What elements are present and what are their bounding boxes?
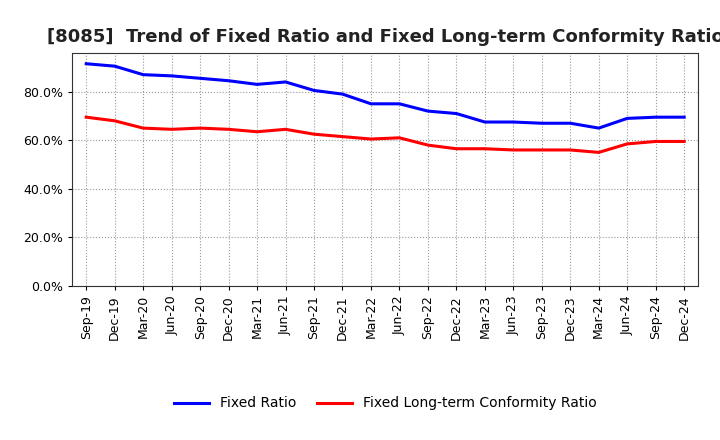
Fixed Long-term Conformity Ratio — [282, 127, 290, 132]
Fixed Ratio — [253, 82, 261, 87]
Fixed Ratio — [395, 101, 404, 106]
Fixed Long-term Conformity Ratio — [167, 127, 176, 132]
Fixed Ratio — [366, 101, 375, 106]
Fixed Ratio — [680, 114, 688, 120]
Fixed Ratio — [566, 121, 575, 126]
Fixed Ratio — [196, 76, 204, 81]
Fixed Long-term Conformity Ratio — [537, 147, 546, 153]
Fixed Ratio — [537, 121, 546, 126]
Fixed Ratio — [509, 119, 518, 125]
Fixed Ratio — [595, 125, 603, 131]
Fixed Ratio — [82, 61, 91, 66]
Fixed Long-term Conformity Ratio — [110, 118, 119, 124]
Fixed Long-term Conformity Ratio — [652, 139, 660, 144]
Fixed Long-term Conformity Ratio — [509, 147, 518, 153]
Title: [8085]  Trend of Fixed Ratio and Fixed Long-term Conformity Ratio: [8085] Trend of Fixed Ratio and Fixed Lo… — [47, 28, 720, 46]
Fixed Ratio — [225, 78, 233, 83]
Fixed Long-term Conformity Ratio — [423, 143, 432, 148]
Line: Fixed Long-term Conformity Ratio: Fixed Long-term Conformity Ratio — [86, 117, 684, 152]
Fixed Long-term Conformity Ratio — [366, 136, 375, 142]
Fixed Long-term Conformity Ratio — [253, 129, 261, 134]
Fixed Long-term Conformity Ratio — [480, 146, 489, 151]
Fixed Long-term Conformity Ratio — [196, 125, 204, 131]
Fixed Long-term Conformity Ratio — [680, 139, 688, 144]
Fixed Long-term Conformity Ratio — [452, 146, 461, 151]
Fixed Long-term Conformity Ratio — [139, 125, 148, 131]
Fixed Long-term Conformity Ratio — [566, 147, 575, 153]
Fixed Ratio — [310, 88, 318, 93]
Fixed Ratio — [139, 72, 148, 77]
Fixed Ratio — [282, 79, 290, 84]
Fixed Ratio — [623, 116, 631, 121]
Fixed Ratio — [110, 63, 119, 69]
Fixed Long-term Conformity Ratio — [310, 132, 318, 137]
Line: Fixed Ratio: Fixed Ratio — [86, 64, 684, 128]
Fixed Ratio — [480, 119, 489, 125]
Fixed Ratio — [167, 73, 176, 78]
Fixed Long-term Conformity Ratio — [82, 114, 91, 120]
Fixed Ratio — [652, 114, 660, 120]
Fixed Long-term Conformity Ratio — [338, 134, 347, 139]
Fixed Long-term Conformity Ratio — [395, 135, 404, 140]
Fixed Ratio — [452, 111, 461, 116]
Fixed Long-term Conformity Ratio — [225, 127, 233, 132]
Fixed Ratio — [423, 108, 432, 114]
Fixed Ratio — [338, 92, 347, 97]
Fixed Long-term Conformity Ratio — [623, 141, 631, 147]
Legend: Fixed Ratio, Fixed Long-term Conformity Ratio: Fixed Ratio, Fixed Long-term Conformity … — [168, 391, 602, 416]
Fixed Long-term Conformity Ratio — [595, 150, 603, 155]
